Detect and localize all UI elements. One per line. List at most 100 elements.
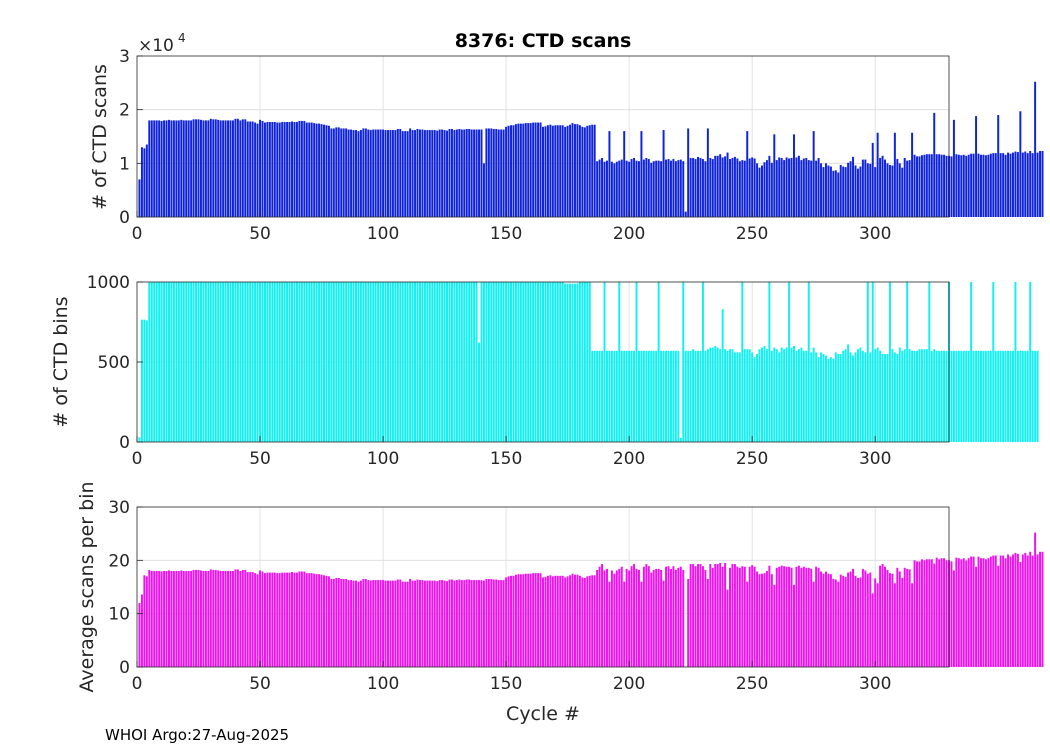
bar-cycle-196 [618,160,621,217]
bar-cycle-230 [701,159,704,217]
bar-cycle-178 [574,574,576,667]
bar-cycle-247 [743,566,746,667]
bar-cycle-235 [714,346,717,442]
bar-cycle-299 [871,282,874,442]
bar-cycle-107 [399,128,402,217]
bar-cycle-342 [977,556,980,667]
y-tick-label: 0 [119,433,130,453]
bar-cycle-290 [849,161,852,217]
bar-cycle-2 [140,147,143,217]
bar-cycle-265 [788,566,791,667]
bar-cycle-192 [608,131,611,217]
bar-cycle-324 [933,349,936,442]
bar-cycle-60 [283,572,286,667]
bar-cycle-45 [246,121,249,217]
y-tick-label: 1000 [87,273,130,293]
bar-cycle-54 [268,122,271,217]
bar-cycle-241 [729,159,731,217]
bar-cycle-89 [355,580,357,667]
bar-cycle-126 [446,130,449,217]
bar-cycle-106 [396,579,399,667]
bar-cycle-298 [869,352,872,442]
bar-cycle-3 [143,575,146,667]
bar-cycle-81 [335,127,338,217]
bar-cycle-5 [148,282,151,442]
bar-cycle-287 [842,166,845,217]
bar-cycle-230 [701,282,704,442]
bar-cycle-192 [608,350,611,442]
bar-cycle-250 [751,565,754,667]
bar-cycle-114 [416,579,419,667]
bar-cycle-77 [325,125,328,217]
x-tick-label: 200 [613,674,645,694]
bar-cycle-51 [261,282,264,442]
bar-cycle-187 [596,161,599,217]
bar-cycle-58 [278,282,281,442]
bar-cycle-201 [630,350,633,442]
bar-cycle-352 [1002,153,1005,217]
bar-cycle-255 [763,573,766,667]
bar-cycle-344 [982,154,985,217]
bar-cycle-129 [453,130,456,217]
bar-cycle-57 [276,573,279,667]
bar-cycle-249 [748,349,751,442]
bar-cycle-337 [965,350,968,442]
bar-cycle-347 [989,556,992,667]
bar-cycle-130 [455,580,458,667]
bar-cycle-42 [239,282,242,442]
bar-cycle-245 [738,161,741,217]
bar-cycle-357 [1014,282,1017,442]
bar-cycle-63 [291,121,293,217]
bar-cycle-102 [387,580,389,667]
bar-cycle-67 [300,120,303,217]
bar-cycle-93 [364,282,367,442]
bar-cycle-351 [999,153,1002,217]
bar-cycle-274 [810,160,813,217]
bar-cycle-161 [532,122,535,217]
bar-cycle-289 [847,344,850,442]
bar-cycle-218 [672,566,675,667]
bar-cycle-277 [817,157,820,217]
bar-cycle-112 [411,282,414,442]
bar-cycle-120 [431,580,434,667]
bar-cycle-119 [428,130,431,217]
bar-cycle-253 [758,167,761,217]
bar-cycle-250 [751,157,754,217]
bar-cycle-340 [972,556,975,667]
bar-cycle-193 [610,570,613,667]
bar-cycle-365 [1034,350,1037,442]
bar-cycle-150 [505,577,508,667]
bar-cycle-305 [886,569,889,667]
bar-cycle-129 [453,580,456,667]
bar-cycle-64 [293,122,296,217]
x-tick-label: 100 [367,674,399,694]
x-tick-label: 200 [613,449,645,469]
bar-cycle-182 [583,577,586,667]
bar-cycle-178 [574,283,576,442]
bar-cycle-28 [204,120,207,217]
bar-cycle-126 [446,282,449,442]
bar-cycle-361 [1024,350,1027,442]
bar-cycle-48 [254,282,257,442]
bar-cycle-366 [1036,554,1039,667]
bar-cycle-287 [842,350,845,442]
bar-cycle-196 [618,568,621,667]
bar-cycle-149 [502,580,505,667]
bar-cycle-158 [524,123,527,217]
bar-cycle-158 [524,573,527,667]
bar-cycle-146 [495,282,498,442]
bar-cycle-314 [908,569,911,667]
bar-cycle-167 [546,575,549,667]
bar-cycle-203 [635,282,638,442]
y-tick-label: 0 [119,208,130,228]
bar-cycle-152 [510,575,512,667]
bar-cycle-137 [473,580,476,667]
bar-cycle-297 [866,282,869,442]
bar-cycle-354 [1007,554,1010,667]
bar-cycle-245 [738,352,741,442]
bar-cycle-84 [342,282,345,442]
bar-cycle-267 [793,346,795,442]
bar-cycle-68 [303,571,306,667]
bar-cycle-299 [871,142,874,217]
